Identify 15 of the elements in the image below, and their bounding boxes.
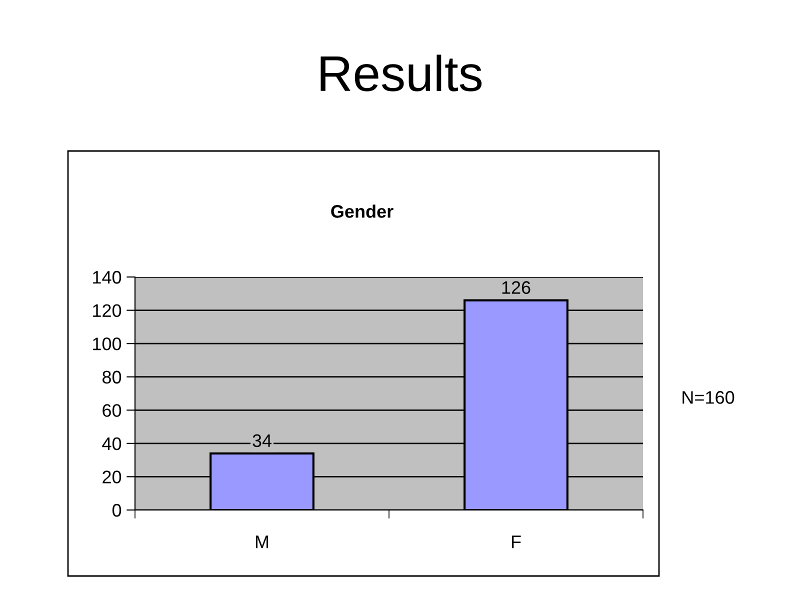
y-tick-label: 20 bbox=[102, 470, 122, 484]
y-tick-label: 80 bbox=[102, 370, 122, 384]
y-tick-label: 100 bbox=[93, 338, 122, 350]
x-tick-label: M bbox=[256, 536, 268, 548]
chart-title: Results bbox=[320, 54, 482, 92]
y-tick-label: 40 bbox=[102, 437, 122, 450]
y-tick-label: 140 bbox=[93, 270, 122, 284]
y-tick-label: 0 bbox=[112, 504, 122, 517]
y-tick-label: 120 bbox=[93, 304, 122, 318]
data-label: 34 bbox=[252, 434, 272, 448]
text: N=160 bbox=[682, 391, 734, 404]
chart-subtitle: Gender bbox=[331, 204, 394, 218]
x-tick-label: F bbox=[512, 536, 521, 548]
y-tick-label: 60 bbox=[102, 404, 122, 417]
data-label: 126 bbox=[502, 281, 530, 294]
